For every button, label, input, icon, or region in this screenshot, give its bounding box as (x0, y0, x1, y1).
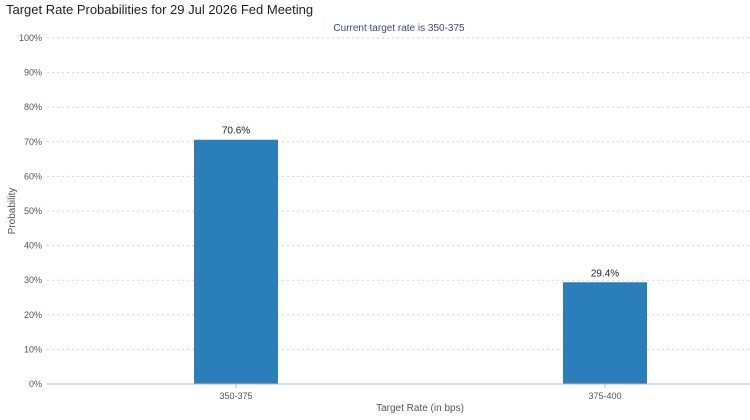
y-axis-ticks: 0% 10% 20% 30% 40% 50% 60% 70% 80% 90% 100% (19, 33, 42, 389)
bar-350-375[interactable] (194, 139, 278, 384)
chart-subtitle: Current target rate is 350-375 (333, 23, 465, 34)
y-tick-label: 100% (19, 33, 42, 43)
y-tick-label: 50% (24, 206, 42, 216)
bar-375-400[interactable] (563, 282, 647, 384)
y-tick-label: 40% (24, 241, 42, 251)
x-axis-title: Target Rate (in bps) (376, 403, 464, 414)
data-label: 29.4% (591, 268, 619, 279)
y-axis-title: Probability (7, 188, 18, 235)
y-tick-label: 90% (24, 68, 42, 78)
bars[interactable]: 70.6% 29.4% (194, 126, 647, 384)
data-label: 70.6% (222, 126, 250, 137)
y-tick-label: 0% (29, 379, 42, 389)
y-tick-label: 60% (24, 171, 42, 181)
x-axis-ticks: 350-375 375-400 (219, 384, 622, 401)
x-tick-label: 375-400 (588, 391, 621, 401)
page-title: Target Rate Probabilities for 29 Jul 202… (6, 2, 314, 17)
y-tick-label: 20% (24, 310, 42, 320)
y-tick-label: 10% (24, 344, 42, 354)
y-tick-label: 80% (24, 102, 42, 112)
y-tick-label: 70% (24, 137, 42, 147)
x-tick-label: 350-375 (219, 391, 252, 401)
y-tick-label: 30% (24, 275, 42, 285)
